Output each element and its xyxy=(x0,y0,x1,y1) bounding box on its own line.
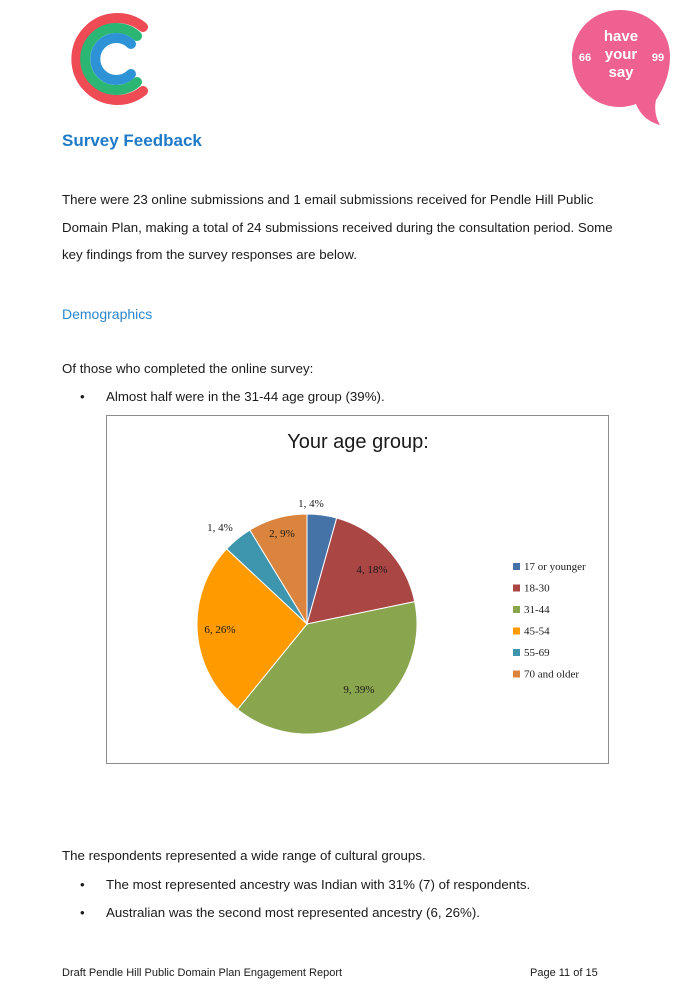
bullet-icon: • xyxy=(80,877,85,892)
council-logo xyxy=(64,10,160,108)
legend-label: 70 and older xyxy=(524,669,579,681)
legend-label: 55-69 xyxy=(524,647,550,659)
bullet-icon: • xyxy=(80,905,85,920)
logo-text-your: your xyxy=(605,46,638,63)
legend-swatch xyxy=(513,670,520,678)
list-item-age: • Almost half were in the 31-44 age grou… xyxy=(80,389,385,404)
cultural-intro: The respondents represented a wide range… xyxy=(62,848,426,863)
list-item-cultural: • The most represented ancestry was Indi… xyxy=(80,877,530,892)
age-group-chart: Your age group: 1, 4% 4, 18% 9, 39% 6, 26% 1… xyxy=(106,415,609,764)
pie-slice-70-and-older xyxy=(249,513,308,626)
legend-swatch xyxy=(513,627,520,635)
list-item-cultural: • Australian was the second most represe… xyxy=(80,905,480,920)
legend-label: 45-54 xyxy=(524,626,550,638)
pie-slice-18-30 xyxy=(306,517,416,625)
section-title: Survey Feedback xyxy=(62,131,202,150)
legend-swatch xyxy=(513,584,520,592)
legend-swatch xyxy=(513,563,520,570)
footer-page-number: Page 11 of 15 xyxy=(530,967,598,979)
bullet-text: The most represented ancestry was Indian… xyxy=(106,877,531,892)
logo-text-have: have xyxy=(604,28,638,45)
pie-data-label: 1, 4% xyxy=(298,498,324,510)
pie-data-label: 2, 9% xyxy=(269,528,295,540)
pie-data-label: 4, 18% xyxy=(356,564,387,576)
demographics-heading: Demographics xyxy=(62,306,153,322)
survey-intro: Of those who completed the online survey… xyxy=(62,361,314,376)
footer-title: Draft Pendle Hill Public Domain Plan Eng… xyxy=(62,967,343,979)
logo-quote-close: 99 xyxy=(652,52,664,64)
pie-slice-31-44 xyxy=(236,601,418,735)
legend-swatch xyxy=(513,606,520,613)
pie-chart-svg: Your age group: 1, 4% 4, 18% 9, 39% 6, 26% 1… xyxy=(196,431,586,735)
logo-text-say: say xyxy=(608,64,634,81)
logo-quote-open: 66 xyxy=(579,52,591,64)
bullet-icon: • xyxy=(80,389,85,404)
legend-label: 18-30 xyxy=(524,583,550,595)
bullet-text: Almost half were in the 31-44 age group … xyxy=(106,389,385,404)
pie-data-label: 9, 39% xyxy=(343,684,374,696)
chart-title: Your age group: xyxy=(287,431,429,453)
legend-label: 31-44 xyxy=(524,604,550,616)
legend-swatch xyxy=(513,649,520,656)
intro-paragraph: There were 23 online submissions and 1 e… xyxy=(62,192,613,262)
legend-label: 17 or younger xyxy=(524,561,586,573)
pie-data-label: 6, 26% xyxy=(204,624,235,636)
pie-data-label: 1, 4% xyxy=(207,522,233,534)
have-your-say-logo: have your say 66 99 xyxy=(566,4,674,128)
bullet-text: Australian was the second most represent… xyxy=(106,905,480,920)
pie-slice-45-54 xyxy=(196,548,308,711)
